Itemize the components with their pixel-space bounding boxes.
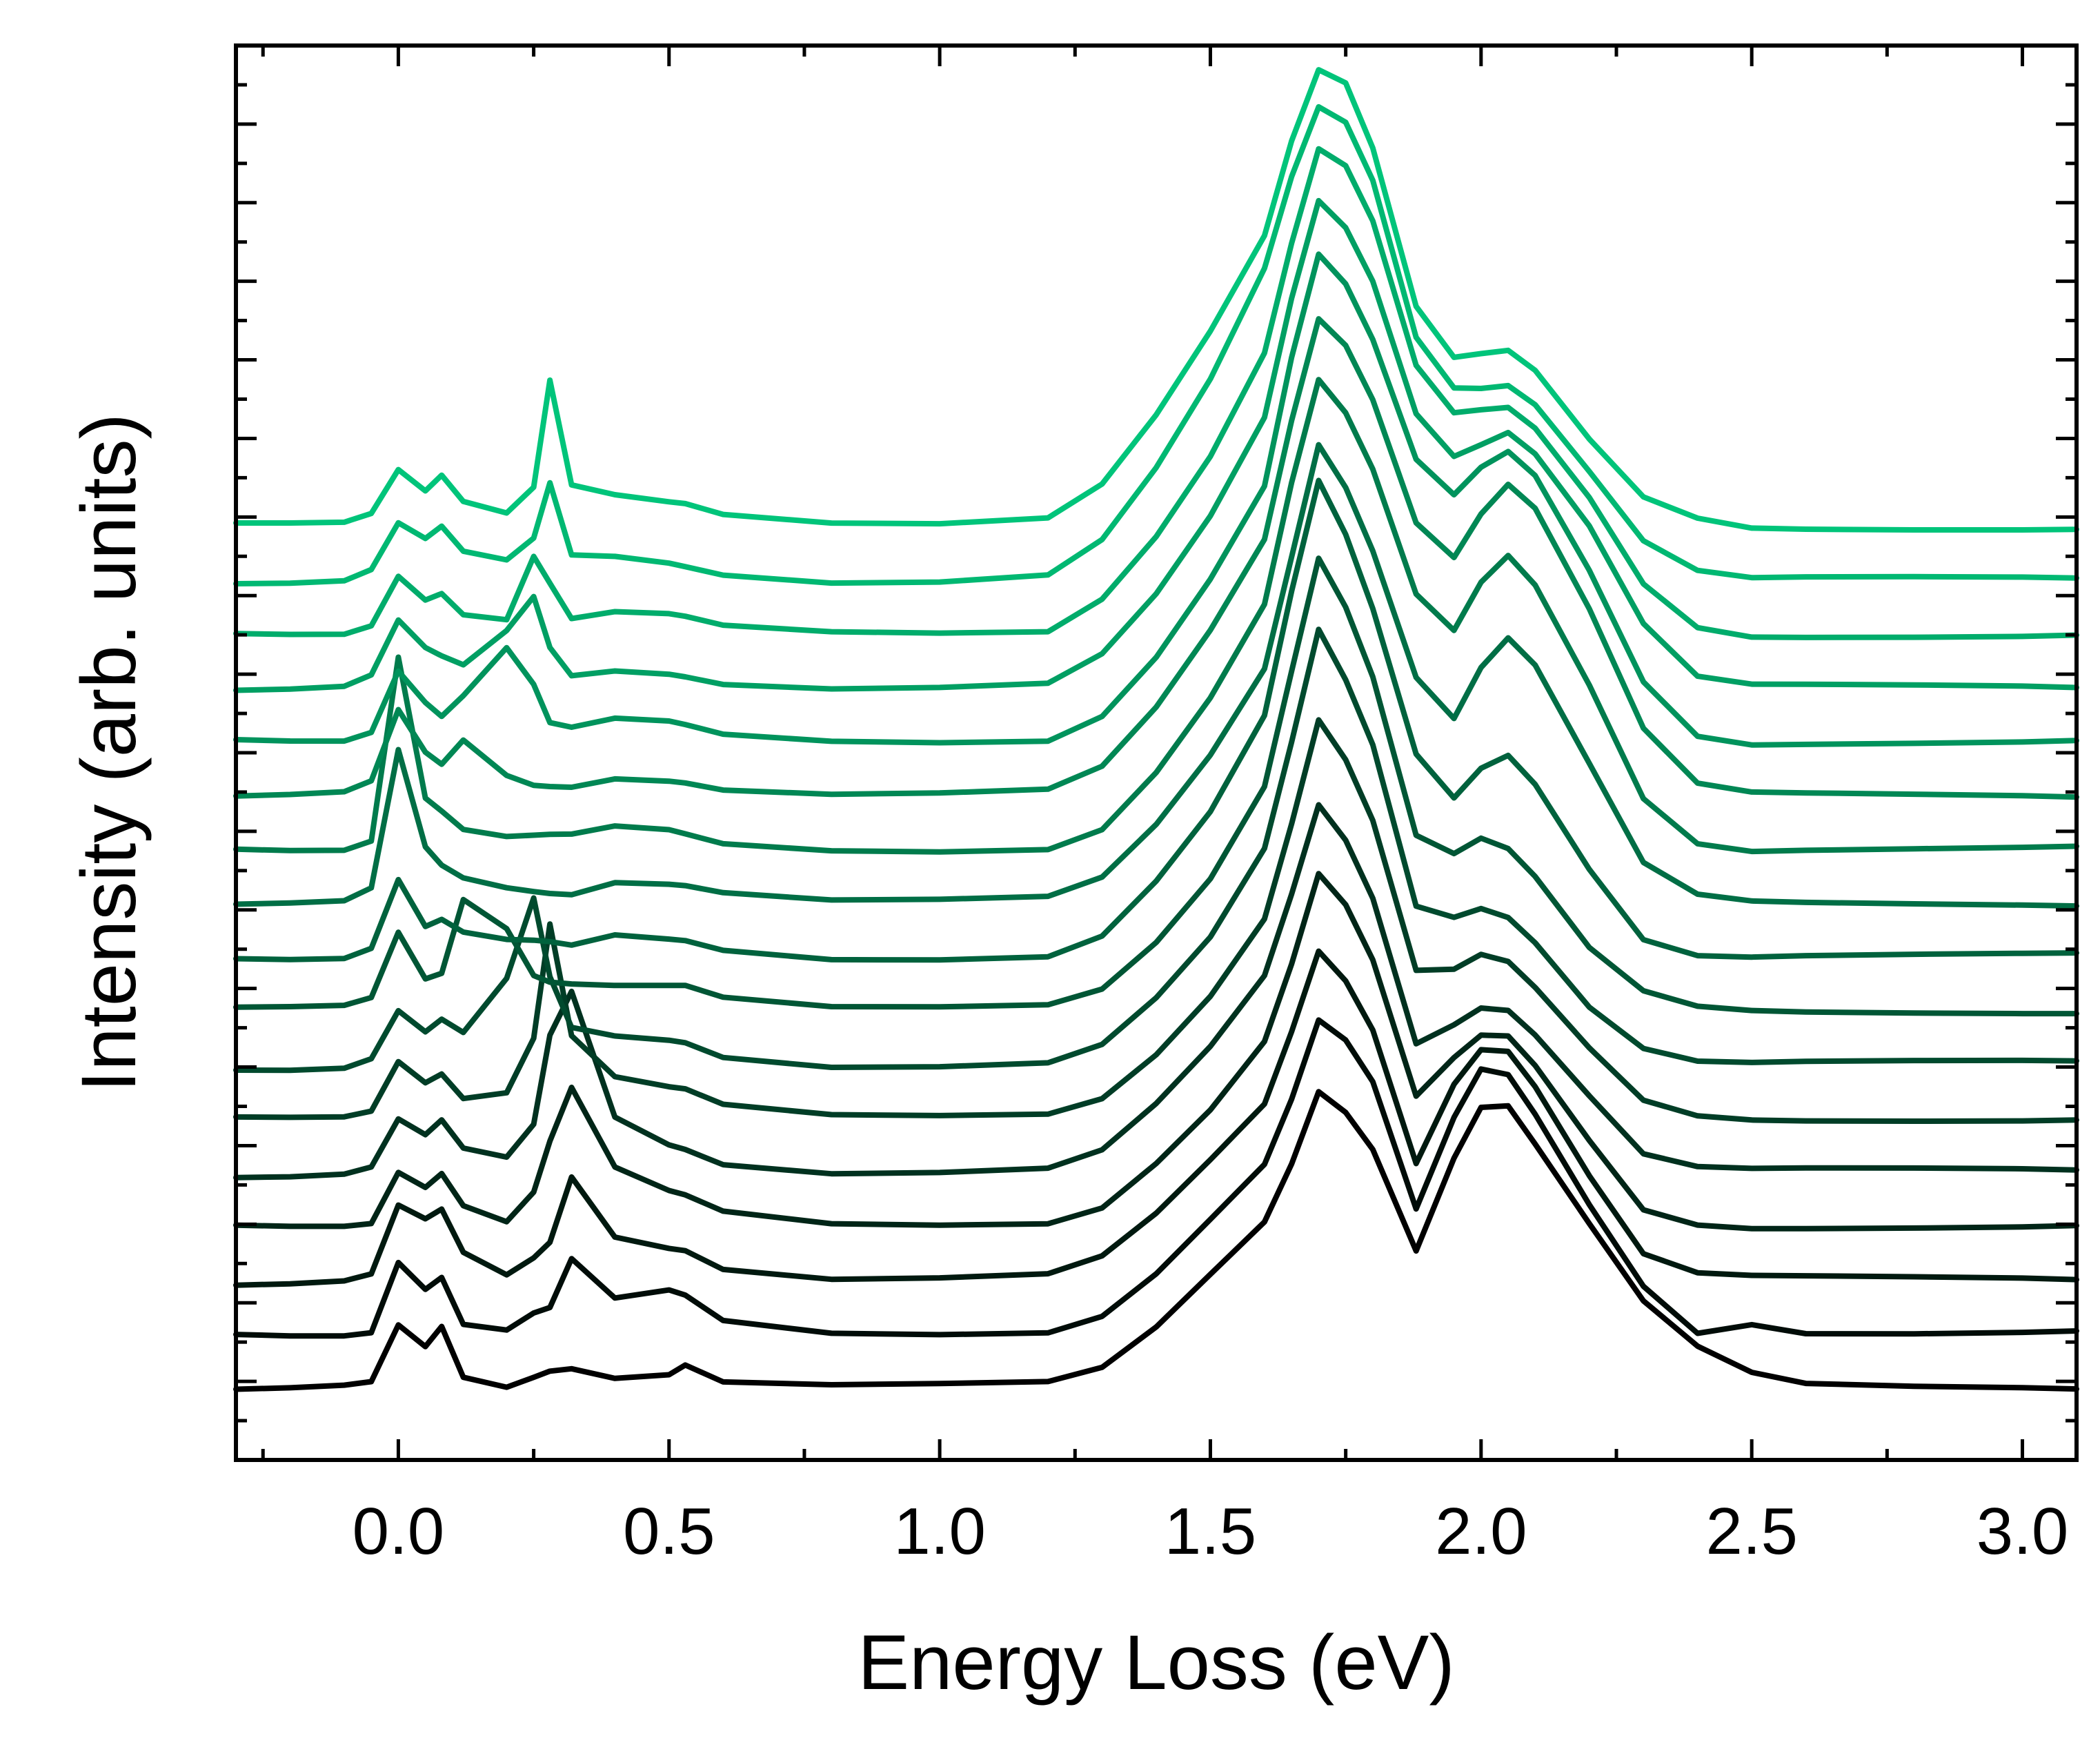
x-axis-title: Energy Loss (eV) xyxy=(858,1619,1454,1706)
series-line-2 xyxy=(233,1017,2079,1339)
series-line-3 xyxy=(233,948,2079,1288)
series-line-4 xyxy=(233,871,2079,1232)
x-tick-label: 3.0 xyxy=(1977,1494,2068,1568)
x-tick-label: 2.5 xyxy=(1705,1494,1797,1568)
series-line-16 xyxy=(233,103,2079,586)
series-line-13 xyxy=(233,251,2079,748)
y-axis-title: Intensity (arb. units) xyxy=(66,413,152,1092)
series-group xyxy=(233,67,2079,1392)
series-line-15 xyxy=(233,146,2079,640)
x-tick-label: 0.5 xyxy=(623,1494,715,1568)
series-line-1 xyxy=(233,1089,2079,1392)
series-line-12 xyxy=(233,316,2079,800)
series-line-7 xyxy=(233,626,2079,1074)
x-tick-label: 1.0 xyxy=(893,1494,985,1568)
tick-group xyxy=(236,46,2077,1460)
x-tick-label: 0.0 xyxy=(353,1494,444,1568)
series-line-10 xyxy=(233,442,2079,909)
series-line-6 xyxy=(233,717,2079,1124)
series-line-5 xyxy=(233,802,2079,1181)
series-line-17 xyxy=(233,67,2079,533)
series-line-8 xyxy=(233,555,2079,1017)
series-line-9 xyxy=(233,477,2079,963)
series-line-11 xyxy=(233,377,2079,855)
series-line-14 xyxy=(233,197,2079,693)
x-tick-label-group: 0.0 0.5 1.0 1.5 2.0 2.5 3.0 xyxy=(353,1494,2069,1568)
x-tick-label: 1.5 xyxy=(1165,1494,1256,1568)
plot-frame xyxy=(234,43,2079,1462)
x-tick-label: 2.0 xyxy=(1435,1494,1527,1568)
